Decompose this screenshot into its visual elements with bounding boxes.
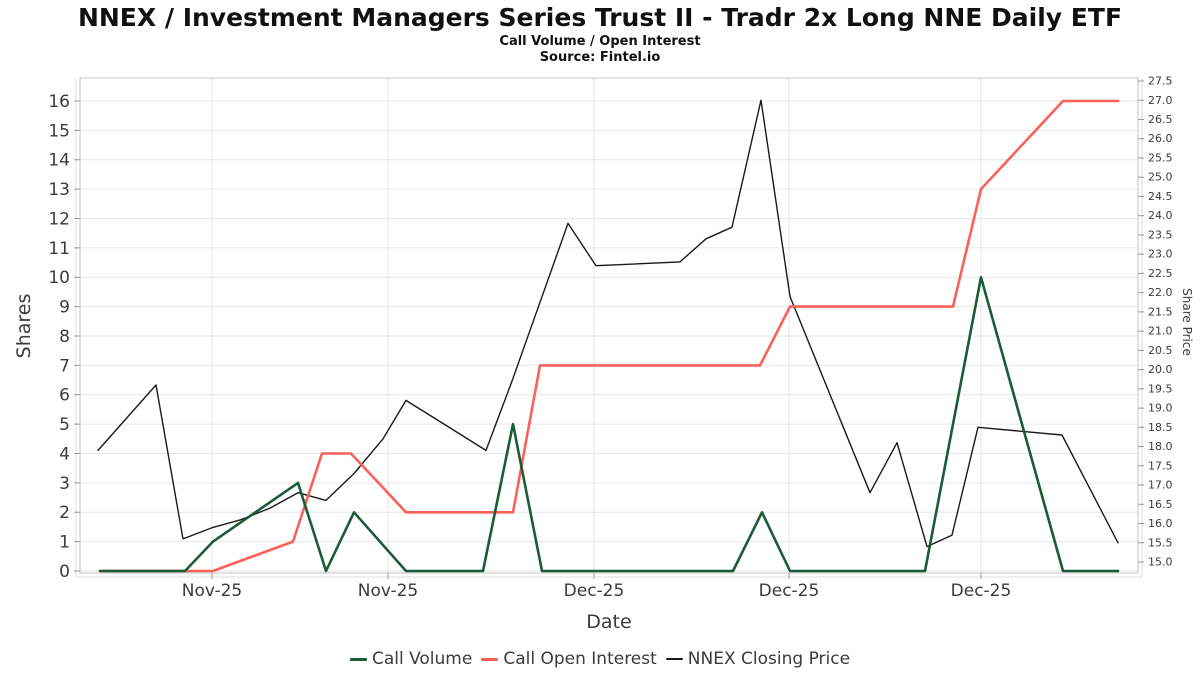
chart-title: NNEX / Investment Managers Series Trust …: [77, 3, 1123, 32]
y-left-tick-label: 2: [59, 503, 70, 523]
chart-source: Source: Fintel.io: [539, 50, 661, 65]
y-left-tick-label: 4: [59, 444, 70, 464]
legend-item-call-volume: Call Volume: [349, 649, 473, 669]
series-call-volume: [98, 275, 1120, 573]
y-right-tick-label: 27.5: [1148, 75, 1173, 88]
series-nnex-closing-price: [97, 99, 1119, 548]
y-left-tick-label: 13: [48, 180, 70, 200]
plot-frame: [79, 77, 1139, 574]
series-lines: [97, 99, 1120, 573]
series-call-open-interest: [98, 99, 1120, 573]
y-right-tick-label: 19.0: [1148, 402, 1173, 415]
y-left-tick-label: 8: [59, 327, 70, 347]
x-tick-label: Nov-25: [358, 581, 419, 601]
y-left-tick-label: 14: [48, 151, 70, 171]
y-right-tick-label: 16.0: [1148, 517, 1173, 530]
y-right-tick-label: 18.0: [1148, 440, 1173, 453]
y-right-tick-label: 27.0: [1148, 94, 1173, 107]
y-right-tick-label: 18.5: [1148, 421, 1173, 434]
tick-labels: 01234567891011121314151615.015.516.016.5…: [48, 75, 1172, 601]
x-tick-label: Dec-25: [759, 581, 820, 601]
y-right-tick-label: 23.5: [1148, 228, 1173, 241]
x-tick-label: Dec-25: [951, 581, 1012, 601]
legend-label: Call Volume: [371, 649, 473, 669]
legend-swatch: [349, 657, 367, 661]
gridlines: [80, 78, 1138, 573]
y-left-tick-label: 11: [48, 239, 70, 259]
y-left-tick-label: 5: [59, 415, 70, 435]
y-left-tick-label: 6: [59, 386, 70, 406]
y-right-axis-title: Share Price: [1180, 288, 1194, 356]
legend-swatch: [481, 657, 499, 661]
y-left-axis-title: Shares: [13, 294, 35, 359]
x-tick-label: Dec-25: [564, 581, 625, 601]
y-right-tick-label: 17.5: [1148, 459, 1173, 472]
legend-swatch: [665, 658, 683, 660]
axis-ticks: [74, 80, 1144, 579]
y-right-tick-label: 26.0: [1148, 132, 1173, 145]
y-left-tick-label: 12: [48, 209, 70, 229]
legend-item-call-open-interest: Call Open Interest: [481, 649, 657, 669]
y-left-tick-label: 7: [59, 356, 70, 376]
y-right-tick-label: 17.0: [1148, 479, 1173, 492]
y-left-tick-label: 16: [48, 92, 70, 112]
legend-label: Call Open Interest: [503, 649, 657, 669]
y-left-tick-label: 15: [48, 121, 70, 141]
y-right-tick-label: 25.0: [1148, 171, 1173, 184]
y-right-tick-label: 21.0: [1148, 325, 1173, 338]
x-axis-title: Date: [586, 611, 631, 633]
y-right-tick-label: 26.5: [1148, 113, 1173, 126]
y-right-tick-label: 19.5: [1148, 382, 1173, 395]
chart-subtitle: Call Volume / Open Interest: [499, 34, 701, 49]
chart-legend: Call Volume Call Open Interest NNEX Closin…: [0, 646, 1200, 672]
y-right-tick-label: 16.5: [1148, 498, 1173, 511]
y-left-tick-label: 0: [59, 562, 70, 582]
y-left-tick-label: 3: [59, 474, 70, 494]
y-left-tick-label: 10: [48, 268, 70, 288]
y-right-tick-label: 23.0: [1148, 248, 1173, 261]
legend-label: NNEX Closing Price: [687, 649, 851, 669]
y-right-tick-label: 20.0: [1148, 363, 1173, 376]
y-right-tick-label: 24.5: [1148, 190, 1173, 203]
legend-item-nnex-closing-price: NNEX Closing Price: [665, 649, 851, 669]
y-right-tick-label: 15.5: [1148, 536, 1173, 549]
axis-lines: [75, 78, 1143, 578]
y-right-tick-label: 20.5: [1148, 344, 1173, 357]
y-left-tick-label: 9: [59, 298, 70, 318]
x-tick-label: Nov-25: [182, 581, 243, 601]
y-right-tick-label: 15.0: [1148, 556, 1173, 569]
y-left-tick-label: 1: [59, 533, 70, 553]
y-right-tick-label: 22.0: [1148, 286, 1173, 299]
y-right-tick-label: 25.5: [1148, 151, 1173, 164]
y-right-tick-label: 22.5: [1148, 267, 1173, 280]
y-right-tick-label: 24.0: [1148, 209, 1173, 222]
y-right-tick-label: 21.5: [1148, 305, 1173, 318]
